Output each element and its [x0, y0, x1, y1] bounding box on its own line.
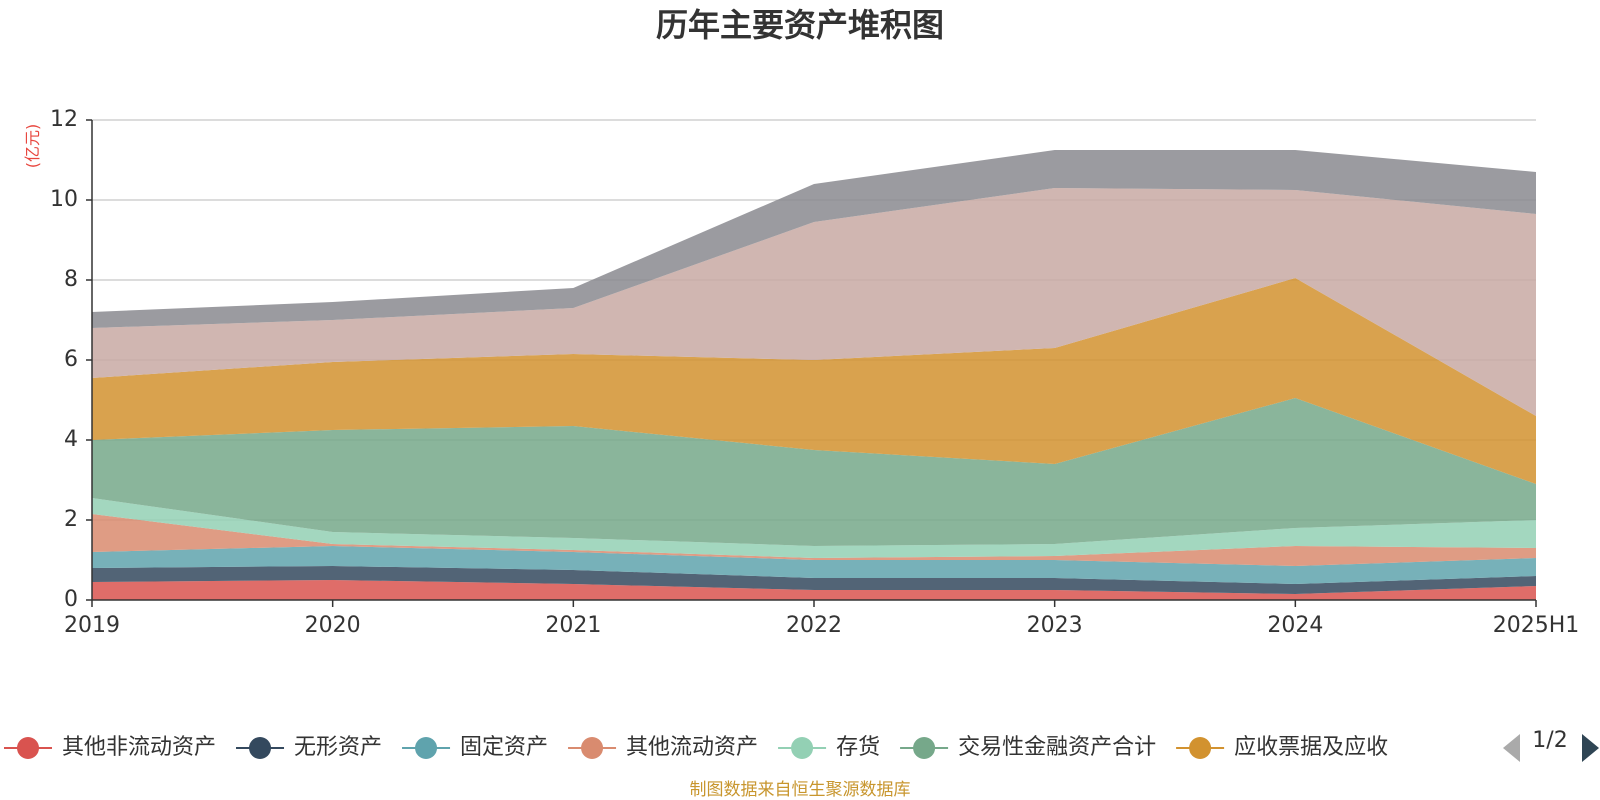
area-series-group: [92, 150, 1536, 600]
legend-label: 固定资产: [460, 735, 548, 760]
x-tick-label: 2021: [545, 613, 601, 638]
legend-label: 其他流动资产: [626, 735, 758, 760]
legend-circle-marker: [791, 737, 814, 759]
legend-item[interactable]: 无形资产: [236, 735, 382, 760]
x-tick-label: 2022: [786, 613, 842, 638]
legend-circle-marker: [249, 737, 272, 759]
legend-label: 交易性金融资产合计: [958, 735, 1156, 760]
legend-label: 其他非流动资产: [62, 735, 216, 760]
legend-circle-marker: [581, 737, 604, 759]
y-tick-label: 10: [50, 187, 78, 212]
legend-item[interactable]: 存货: [778, 735, 880, 760]
legend-item[interactable]: 固定资产: [402, 735, 548, 760]
legend-label: 无形资产: [294, 735, 382, 760]
data-source-note: 制图数据来自恒生聚源数据库: [690, 780, 911, 800]
legend: 其他非流动资产 无形资产 固定资产 其他流动资产 存货 交易性金融资产合计 应收票据及应收: [4, 735, 1388, 760]
y-tick-label: 4: [64, 427, 78, 452]
legend-circle-marker: [913, 737, 936, 759]
legend-circle-marker: [1189, 737, 1212, 759]
legend-label: 应收票据及应收: [1234, 735, 1388, 760]
x-tick-label: 2019: [64, 613, 120, 638]
area-series-2: [92, 546, 1536, 584]
y-tick-label: 8: [64, 267, 78, 292]
area-series-3: [92, 514, 1536, 566]
x-tick-label: 2020: [305, 613, 361, 638]
y-tick-label: 12: [50, 107, 78, 132]
x-axis-ticks: 2019 2020 2021 2022 2023 2024 2025H1: [64, 600, 1579, 638]
legend-page-indicator: 1/2: [1532, 728, 1567, 753]
legend-item[interactable]: 其他非流动资产: [4, 735, 216, 760]
x-tick-label: 2024: [1267, 613, 1323, 638]
x-tick-label: 2025H1: [1493, 613, 1580, 638]
area-series-1: [92, 566, 1536, 594]
legend-item[interactable]: 交易性金融资产合计: [900, 735, 1156, 760]
y-axis-unit-label: (亿元): [23, 124, 42, 169]
area-series-8: [92, 150, 1536, 328]
triangle-left-icon[interactable]: [1503, 734, 1520, 762]
area-series-7: [92, 188, 1536, 416]
y-tick-label: 2: [64, 507, 78, 532]
x-tick-label: 2023: [1027, 613, 1083, 638]
legend-label: 存货: [836, 735, 880, 760]
legend-pager: 1/2: [1503, 728, 1599, 762]
y-axis-ticks: 0 2 4 6 8 10 12: [50, 107, 92, 612]
area-series-5: [92, 398, 1536, 546]
legend-circle-marker: [415, 737, 438, 759]
legend-item[interactable]: 应收票据及应收: [1176, 735, 1388, 760]
area-series-6: [92, 278, 1536, 484]
y-tick-label: 6: [64, 347, 78, 372]
triangle-right-icon[interactable]: [1582, 734, 1599, 762]
legend-item[interactable]: 其他流动资产: [568, 735, 758, 760]
area-series-4: [92, 498, 1536, 558]
legend-circle-marker: [17, 737, 39, 759]
chart-title: 历年主要资产堆积图: [656, 6, 944, 44]
y-tick-label: 0: [64, 587, 78, 612]
